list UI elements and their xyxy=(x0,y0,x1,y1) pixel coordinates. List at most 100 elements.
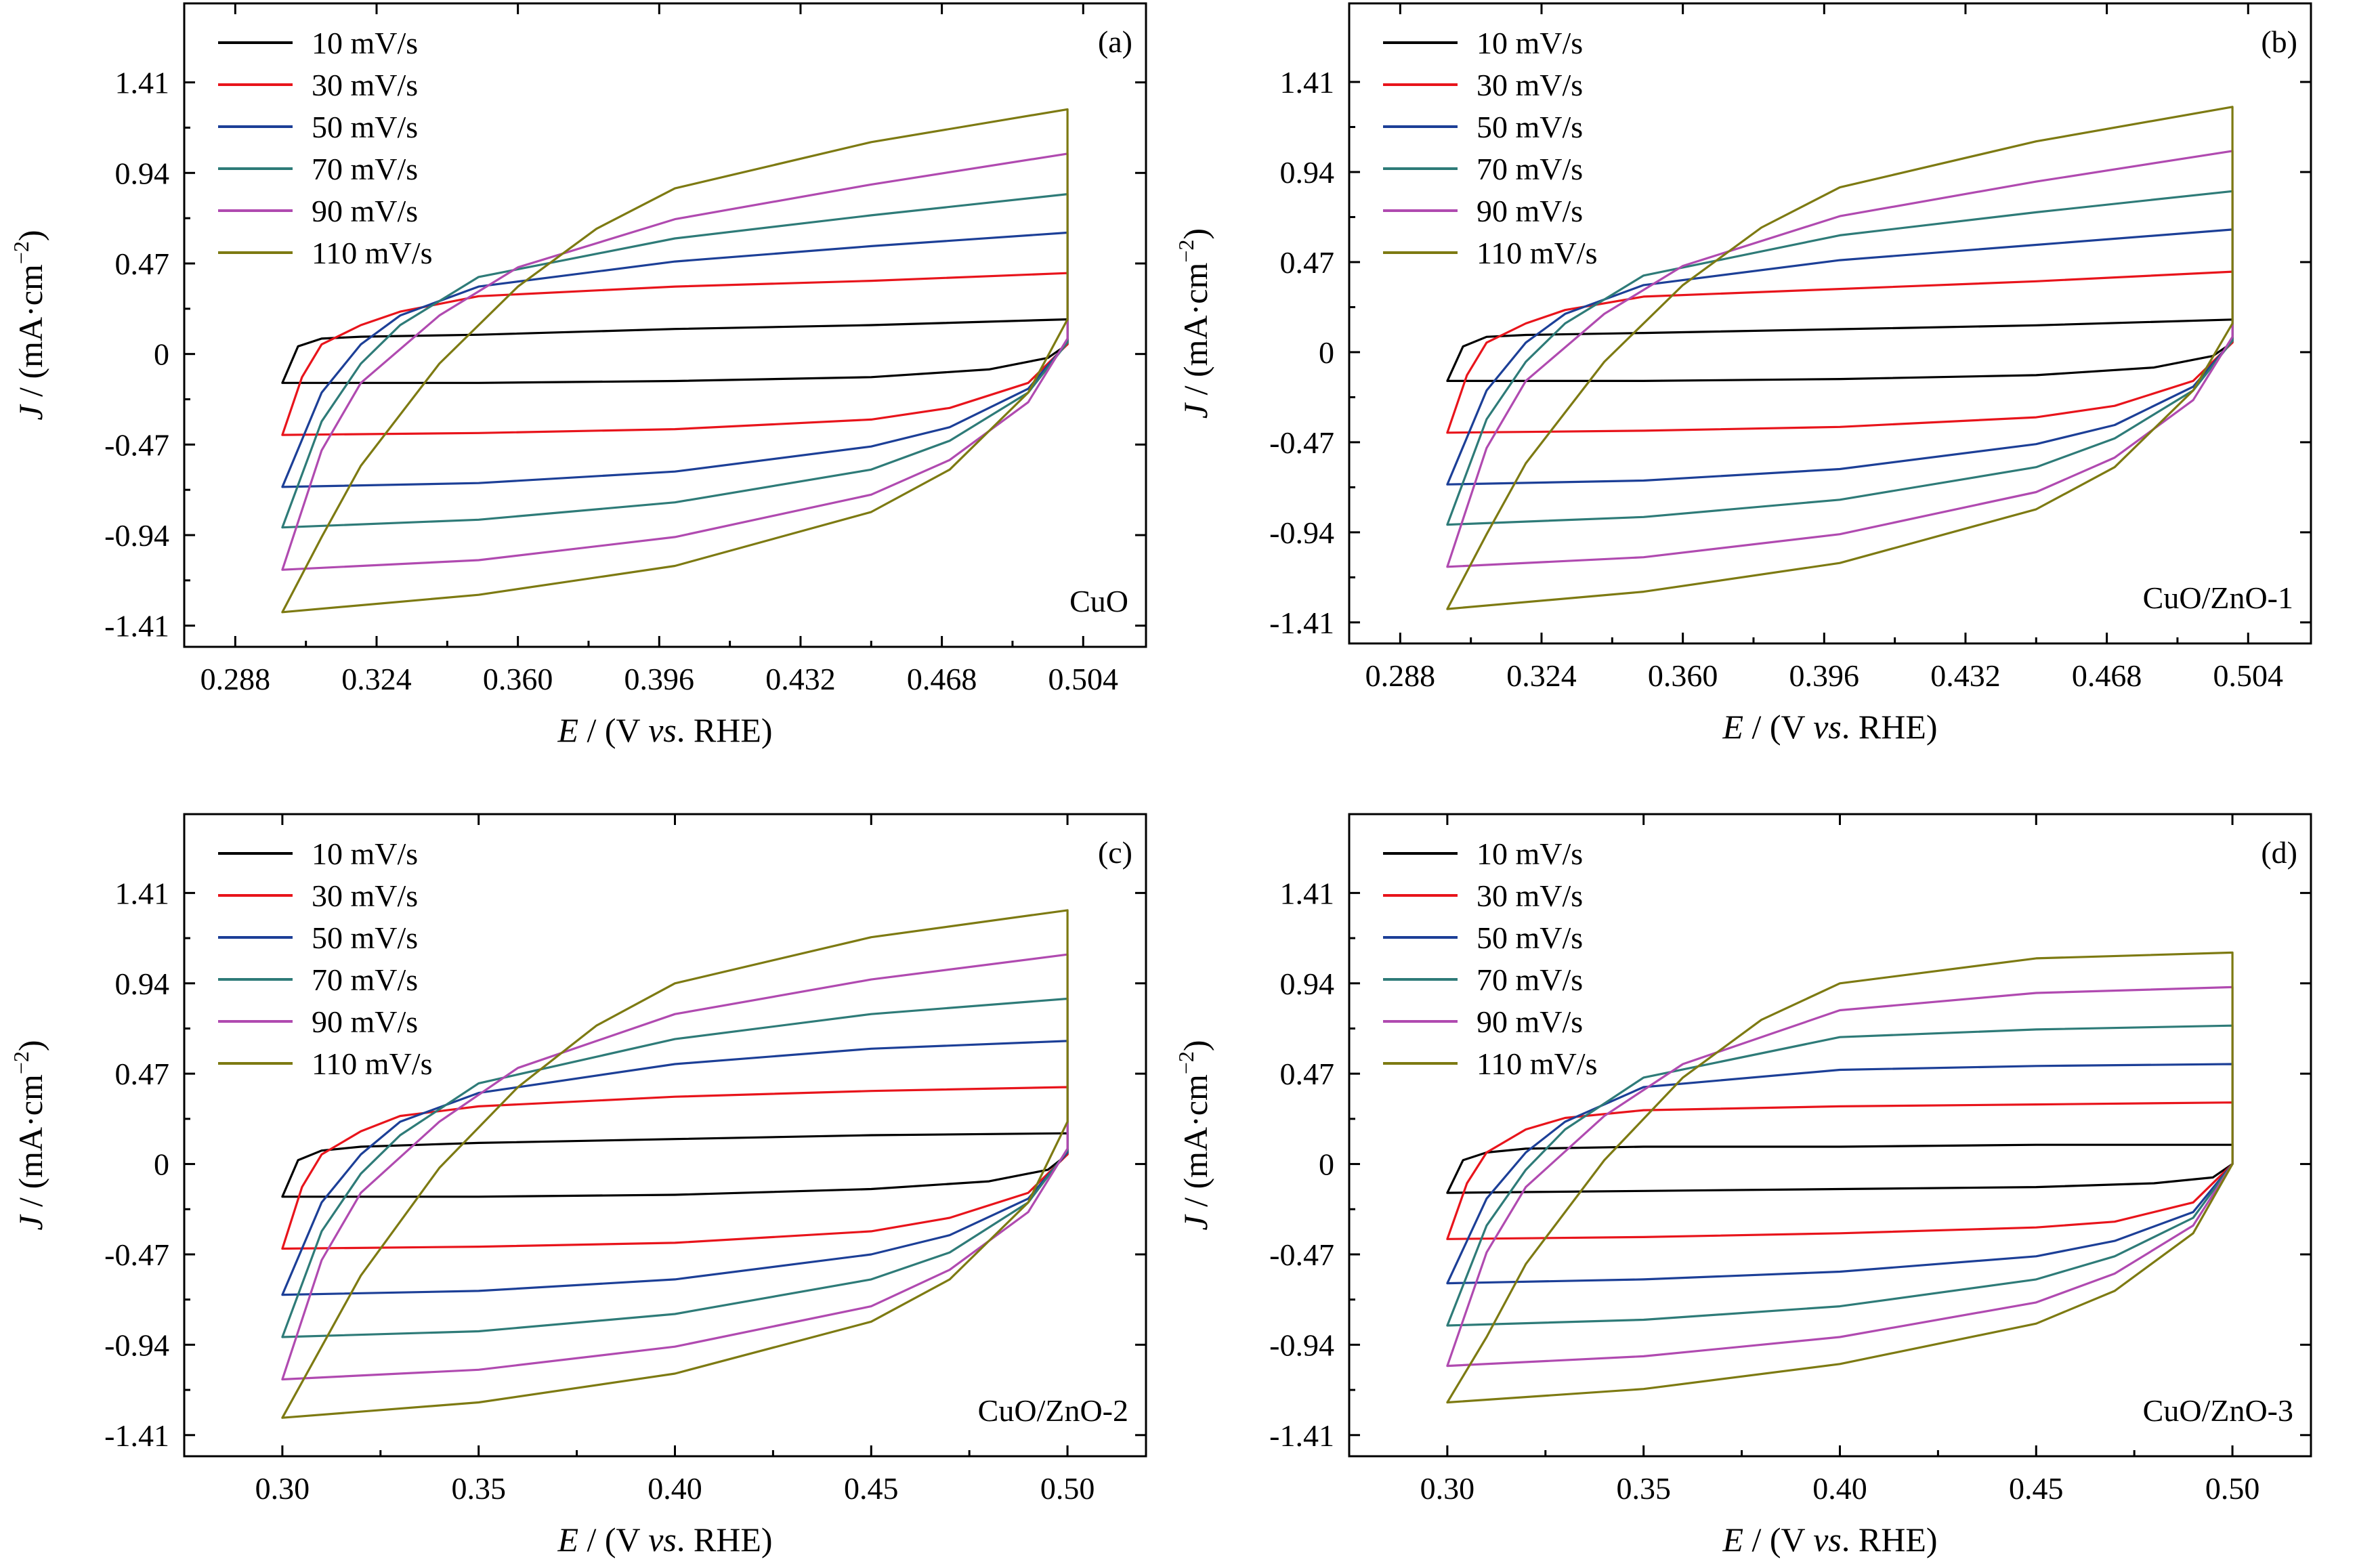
y-tick-label: 1.41 xyxy=(115,876,170,910)
panel-tag: (c) xyxy=(1098,835,1132,870)
y-tick-label: -1.41 xyxy=(104,609,169,643)
y-tick-label: 0 xyxy=(154,337,169,372)
y-axis-title: J / (mA·cm−2) xyxy=(9,230,49,420)
x-tick-label: 0.360 xyxy=(1648,658,1718,693)
legend-label: 10 mV/s xyxy=(1477,836,1583,871)
legend-label: 90 mV/s xyxy=(312,1004,418,1039)
x-tick-label: 0.468 xyxy=(2072,658,2142,693)
y-axis-title: J / (mA·cm−2) xyxy=(9,1040,49,1230)
x-tick-label: 0.288 xyxy=(1365,658,1436,693)
x-tick-label: 0.396 xyxy=(624,662,695,696)
series-line-10-mv-s xyxy=(281,318,1069,384)
legend-label: 70 mV/s xyxy=(312,152,418,186)
legend: 10 mV/s 30 mV/s 50 mV/s 70 mV/s 90 mV/s 110 m… xyxy=(1383,26,1597,270)
series-line-50-mv-s xyxy=(281,231,1069,488)
y-axis-title: J / (mA·cm−2) xyxy=(1174,228,1214,419)
y-tick-label: 0.47 xyxy=(115,247,170,281)
series-line-30-mv-s xyxy=(1446,270,2234,434)
series-group xyxy=(1446,951,2234,1404)
plot-frame xyxy=(183,813,1147,1458)
plot-frame xyxy=(1348,2,2312,645)
y-tick-label: 0 xyxy=(1319,1147,1334,1182)
series-group xyxy=(281,108,1069,614)
x-tick-label: 0.40 xyxy=(1812,1471,1867,1506)
x-tick-label: 0.324 xyxy=(1506,658,1577,693)
legend-label: 110 mV/s xyxy=(312,236,432,270)
x-tick-label: 0.50 xyxy=(1040,1471,1095,1506)
panel-c: -1.41 -0.94 -0.47 0 0.47 0.94 1.41 0.30 0.35 0.40… xyxy=(9,813,1147,1559)
y-tick-label: 0.94 xyxy=(1280,967,1335,1001)
x-tick-label: 0.288 xyxy=(200,662,271,696)
y-tick-label: -1.41 xyxy=(1269,606,1334,640)
y-tick-label: -0.94 xyxy=(104,518,169,553)
series-line-110-mv-s xyxy=(1446,106,2234,610)
legend-label: 50 mV/s xyxy=(1477,920,1583,955)
panel-tag: (a) xyxy=(1098,24,1132,59)
y-tick-label: 0 xyxy=(1319,335,1334,370)
series-line-110-mv-s xyxy=(281,909,1069,1419)
y-tick-label: -0.94 xyxy=(104,1328,169,1362)
series-line-90-mv-s xyxy=(1446,986,2234,1368)
legend-label: 50 mV/s xyxy=(312,920,418,955)
legend-label: 30 mV/s xyxy=(312,68,418,102)
x-tick-label: 0.30 xyxy=(255,1471,310,1506)
legend-label: 50 mV/s xyxy=(1477,110,1583,144)
legend: 10 mV/s 30 mV/s 50 mV/s 70 mV/s 90 mV/s 110 m… xyxy=(1383,836,1597,1081)
legend-label: 30 mV/s xyxy=(312,878,418,913)
y-tick-label: 0.94 xyxy=(115,967,170,1001)
plot-frame xyxy=(183,2,1147,648)
legend-label: 70 mV/s xyxy=(1477,152,1583,186)
series-line-110-mv-s xyxy=(1446,951,2234,1404)
series-line-30-mv-s xyxy=(281,272,1069,436)
panel-tag: (b) xyxy=(2261,24,2297,59)
legend-label: 70 mV/s xyxy=(1477,962,1583,997)
series-group xyxy=(1446,106,2234,610)
y-tick-label: 1.41 xyxy=(1280,65,1335,100)
x-tick-label: 0.35 xyxy=(451,1471,506,1506)
panel-d: -1.41 -0.94 -0.47 0 0.47 0.94 1.41 0.30 0.35 0.40… xyxy=(1174,813,2312,1559)
y-tick-label: -0.47 xyxy=(1269,425,1334,460)
y-tick-label: -0.47 xyxy=(104,1237,169,1272)
series-group xyxy=(281,909,1069,1419)
x-tick-label: 0.504 xyxy=(1048,662,1119,696)
x-tick-label: 0.432 xyxy=(1930,658,2001,693)
series-line-10-mv-s xyxy=(281,1132,1069,1198)
y-tick-label: -0.94 xyxy=(1269,1328,1334,1362)
y-tick-label: 0.47 xyxy=(115,1057,170,1091)
x-tick-label: 0.432 xyxy=(765,662,836,696)
y-tick-label: 1.41 xyxy=(115,66,170,100)
legend-label: 90 mV/s xyxy=(1477,194,1583,228)
sample-label: CuO/ZnO-2 xyxy=(978,1393,1128,1428)
series-line-30-mv-s xyxy=(281,1086,1069,1250)
x-tick-label: 0.35 xyxy=(1616,1471,1671,1506)
legend-label: 110 mV/s xyxy=(1477,1046,1597,1081)
y-tick-label: 0.94 xyxy=(115,156,170,190)
y-tick-label: 0 xyxy=(154,1147,169,1182)
series-line-30-mv-s xyxy=(1446,1101,2234,1240)
panel-tag: (d) xyxy=(2261,835,2297,870)
y-tick-label: 1.41 xyxy=(1280,876,1335,910)
legend-label: 10 mV/s xyxy=(312,26,418,60)
sample-label: CuO xyxy=(1069,584,1128,618)
series-line-110-mv-s xyxy=(281,108,1069,614)
legend-label: 30 mV/s xyxy=(1477,878,1583,913)
series-line-50-mv-s xyxy=(1446,1063,2234,1285)
legend: 10 mV/s 30 mV/s 50 mV/s 70 mV/s 90 mV/s 110 m… xyxy=(218,26,432,270)
x-axis-title: E / (V vs. RHE) xyxy=(1722,708,1937,746)
legend: 10 mV/s 30 mV/s 50 mV/s 70 mV/s 90 mV/s 110 m… xyxy=(218,836,432,1081)
y-tick-label: -0.47 xyxy=(1269,1237,1334,1272)
x-tick-label: 0.504 xyxy=(2213,658,2284,693)
x-tick-label: 0.360 xyxy=(483,662,553,696)
legend-label: 110 mV/s xyxy=(1477,236,1597,270)
legend-label: 90 mV/s xyxy=(312,194,418,228)
x-axis-title: E / (V vs. RHE) xyxy=(557,1521,772,1559)
x-tick-label: 0.40 xyxy=(647,1471,702,1506)
y-tick-label: 0.47 xyxy=(1280,245,1335,280)
y-tick-label: -0.47 xyxy=(104,427,169,462)
x-tick-label: 0.324 xyxy=(341,662,412,696)
legend-label: 90 mV/s xyxy=(1477,1004,1583,1039)
legend-label: 110 mV/s xyxy=(312,1046,432,1081)
panel-a: -1.41 -0.94 -0.47 0 0.47 0.94 1.41 0.288 0.324 0.… xyxy=(9,2,1147,749)
y-tick-label: -0.94 xyxy=(1269,515,1334,550)
